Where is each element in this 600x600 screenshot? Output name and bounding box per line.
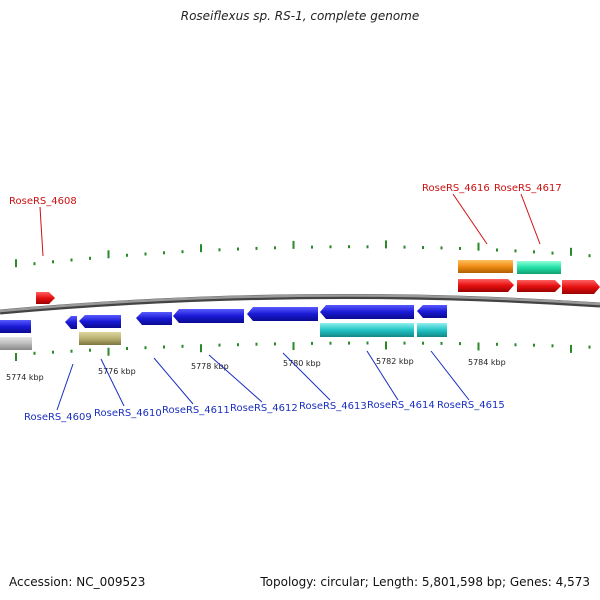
axis-label-5780: 5780 kbp (283, 359, 321, 368)
gene-RoseRS-4614[interactable] (417, 305, 447, 318)
gene-RoseRS-4613-feature[interactable] (320, 323, 414, 337)
gene-label-RoseRS-4611: RoseRS_4611 (162, 405, 230, 416)
gene-RoseRS-4611[interactable] (136, 312, 172, 325)
gene-RoseRS-4617-feature[interactable] (517, 261, 561, 274)
gene-RoseRS-4608[interactable] (36, 292, 55, 304)
lower-tick-marks (15, 341, 591, 361)
map-title: Roseiflexus sp. RS-1, complete genome (180, 9, 420, 23)
gene-RoseRS-4611b[interactable] (173, 309, 244, 323)
axis-label-5782: 5782 kbp (376, 357, 414, 366)
gene-RoseRS-4609[interactable] (65, 316, 77, 329)
axis-label-5774: 5774 kbp (6, 373, 44, 382)
gene-label-RoseRS-4614: RoseRS_4614 (367, 400, 435, 411)
gene-RoseRS-4614-feature[interactable] (417, 323, 447, 337)
gene-RoseRS-4607[interactable] (0, 320, 31, 333)
gene-label-RoseRS-4613: RoseRS_4613 (299, 401, 367, 412)
gene-RoseRS-4607-feature[interactable] (0, 337, 32, 350)
gene-label-RoseRS-4609: RoseRS_4609 (24, 412, 92, 423)
top-leader-lines (39, 193, 541, 257)
gene-RoseRS-4616-feature[interactable] (458, 260, 513, 273)
axis-label-5778: 5778 kbp (191, 362, 229, 371)
axis-label-5784: 5784 kbp (468, 358, 506, 367)
gene-RoseRS-4610[interactable] (79, 315, 121, 328)
gene-RoseRS-4613[interactable] (320, 305, 414, 319)
gene-RoseRS-4612[interactable] (247, 307, 318, 321)
genome-backbone-highlight (0, 294, 600, 313)
bottom-leader-lines (56, 350, 470, 411)
gene-label-RoseRS-4612: RoseRS_4612 (230, 403, 298, 414)
gene-RoseRS-4616[interactable] (458, 279, 514, 292)
gene-label-RoseRS-4616: RoseRS_4616 (422, 183, 490, 194)
gene-RoseRS-4618[interactable] (562, 280, 600, 294)
gene-label-RoseRS-4617: RoseRS_4617 (494, 183, 562, 194)
upper-tick-marks (15, 240, 591, 268)
gene-RoseRS-4610-feature[interactable] (79, 332, 121, 345)
gene-label-RoseRS-4615: RoseRS_4615 (437, 400, 505, 411)
topology-text: Topology: circular; Length: 5,801,598 bp… (260, 575, 590, 589)
accession-text: Accession: NC_009523 (9, 575, 146, 589)
gene-label-RoseRS-4608: RoseRS_4608 (9, 196, 77, 207)
gene-label-RoseRS-4610: RoseRS_4610 (94, 408, 162, 419)
axis-label-5776: 5776 kbp (98, 367, 136, 376)
gene-RoseRS-4617[interactable] (517, 280, 561, 292)
